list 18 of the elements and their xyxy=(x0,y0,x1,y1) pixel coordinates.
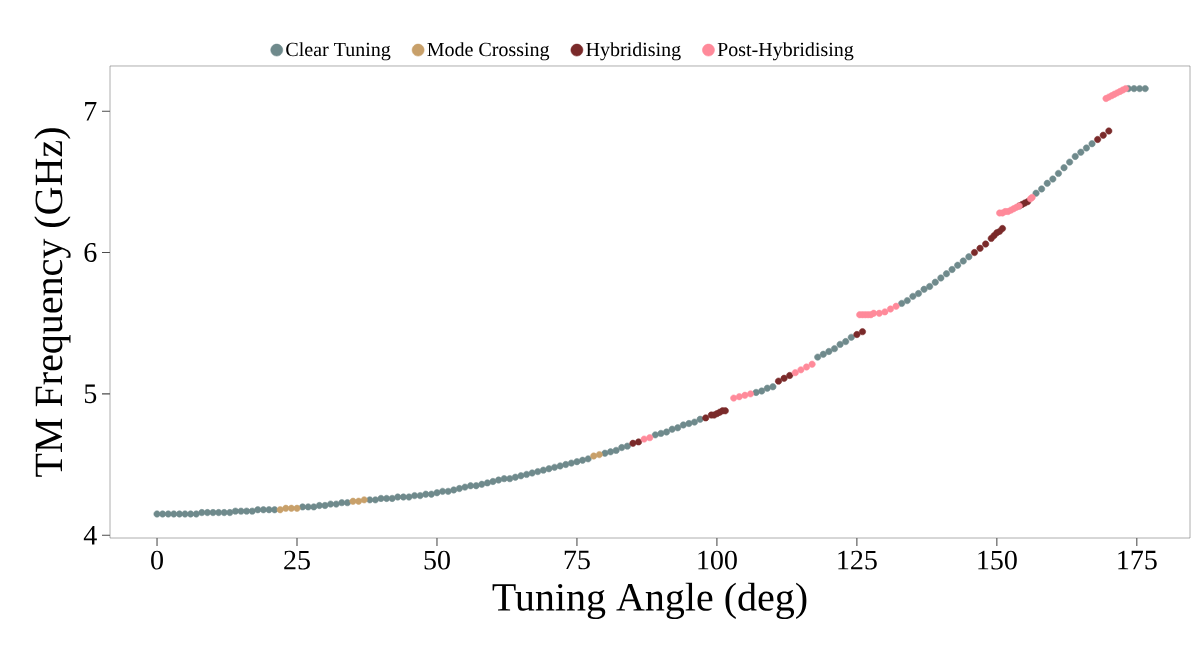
x-axis-title: Tuning Angle (deg) xyxy=(492,582,807,620)
y-tick-label: 7 xyxy=(85,102,97,121)
x-tick-label: 125 xyxy=(838,550,877,570)
x-tick-label: 25 xyxy=(284,550,310,570)
legend-label: Post-Hybridising xyxy=(717,42,854,61)
x-tick-label: 0 xyxy=(151,550,163,570)
y-axis-title: TM Frequency (GHz) xyxy=(34,128,71,477)
y-tick-label: 6 xyxy=(84,243,97,262)
legend-label: Mode Crossing xyxy=(427,42,550,61)
x-tick-label: 150 xyxy=(978,550,1017,570)
y-tick-label: 4 xyxy=(83,525,97,545)
y-tick-label: 5 xyxy=(84,384,97,404)
x-tick-label: 75 xyxy=(564,550,590,570)
x-tick-label: 100 xyxy=(698,550,737,570)
x-tick-label: 50 xyxy=(424,550,450,570)
legend-label: Hybridising xyxy=(586,42,681,61)
x-tick-label: 175 xyxy=(1118,550,1157,570)
legend-label: Clear Tuning xyxy=(286,42,391,61)
